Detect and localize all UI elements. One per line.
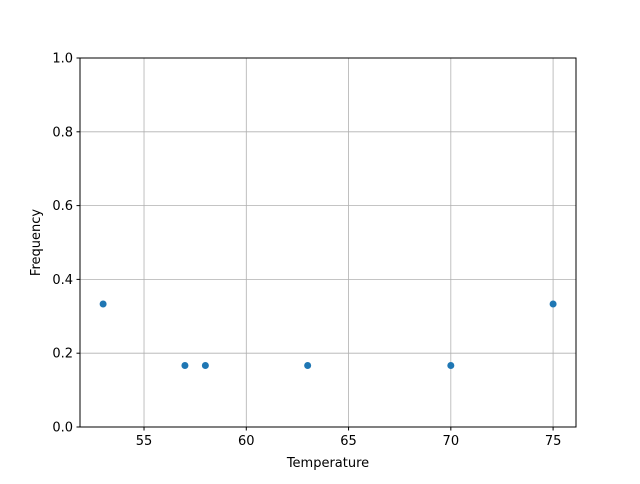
data-point	[201, 361, 209, 369]
x-tick-label: 55	[136, 434, 153, 449]
grid	[80, 57, 576, 428]
x-axis-label: Temperature	[286, 456, 369, 471]
y-tick-label: 0.8	[52, 125, 73, 140]
x-axis-ticks: 55 60 65 70 75	[136, 427, 562, 449]
x-tick-label: 70	[443, 434, 460, 449]
data-point	[447, 361, 455, 369]
data-point	[181, 361, 189, 369]
data-point	[304, 361, 312, 369]
y-tick-label: 0.2	[52, 347, 73, 362]
data-point	[549, 300, 557, 308]
y-tick-label: 0.4	[52, 273, 73, 288]
y-axis-label: Frequency	[29, 209, 44, 276]
y-tick-label: 1.0	[52, 52, 73, 67]
data-point	[99, 300, 107, 308]
y-axis-ticks: 0.0 0.2 0.4 0.6 0.8 1.0	[52, 52, 80, 436]
y-tick-label: 0.6	[52, 199, 73, 214]
y-tick-label: 0.0	[52, 421, 73, 436]
plot-frame	[79, 57, 577, 428]
x-tick-label: 65	[340, 434, 357, 449]
data-points	[99, 300, 557, 369]
x-tick-label: 75	[545, 434, 562, 449]
x-tick-label: 60	[238, 434, 255, 449]
